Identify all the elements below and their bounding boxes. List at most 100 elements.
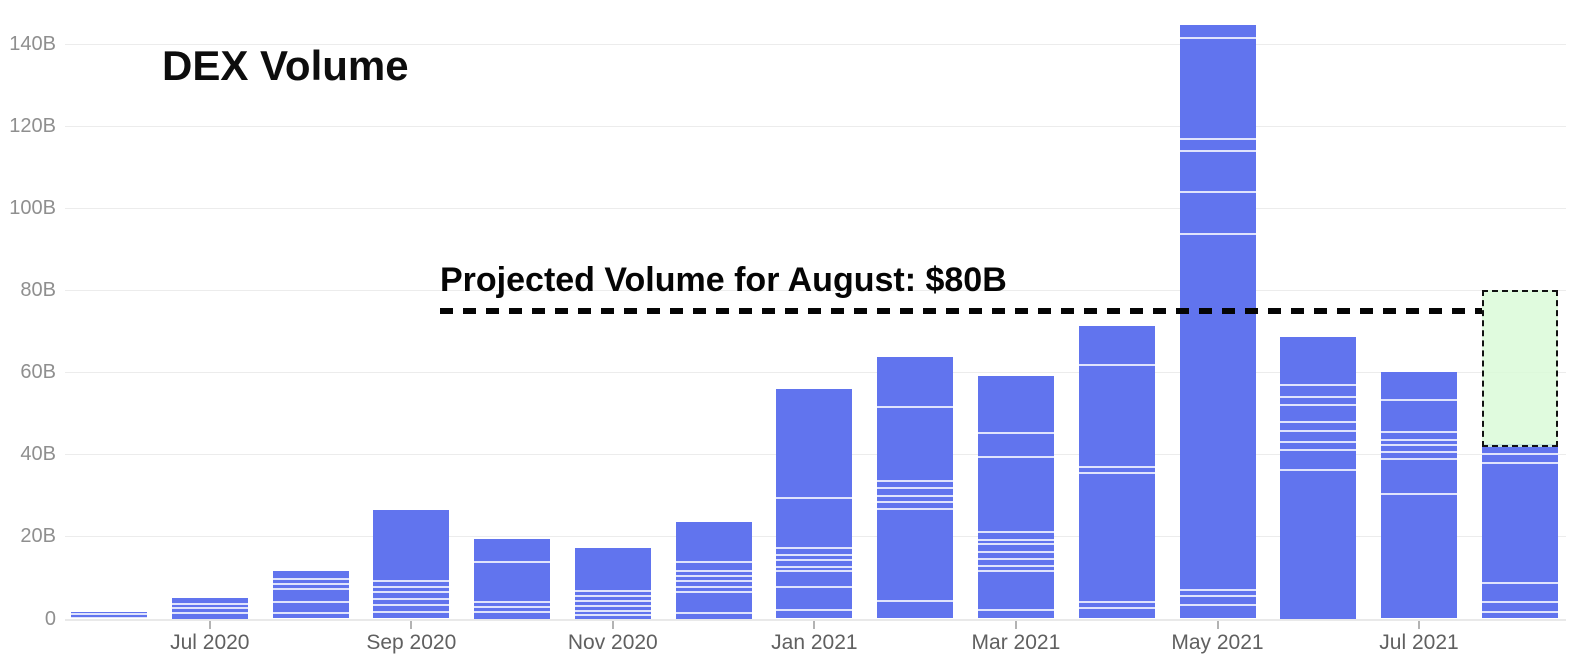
bar-segment-line xyxy=(272,588,349,591)
bar-segment-line xyxy=(977,538,1054,541)
x-tick xyxy=(410,620,413,629)
bar-apr-2021 xyxy=(1078,326,1155,619)
bar-segment-line xyxy=(574,595,651,598)
projected-volume-annotation: Projected Volume for August: $80B xyxy=(440,261,1007,299)
bar-segment-line xyxy=(1381,492,1457,495)
bar-segment-line xyxy=(877,500,954,503)
bar-segment-line xyxy=(574,600,651,603)
bar-jul-2020 xyxy=(171,598,248,619)
y-grid-line xyxy=(65,290,1566,292)
bar-segment-line xyxy=(474,605,551,608)
bar-feb-2021 xyxy=(877,356,954,619)
bar-segment-line xyxy=(776,558,853,561)
bar-segment-line xyxy=(1078,364,1155,367)
bar-segment-line xyxy=(71,613,147,616)
bar-segment-line xyxy=(1481,581,1558,584)
bar-dec-2020 xyxy=(675,522,752,619)
bar-segment-line xyxy=(1179,603,1256,606)
bar-jun-2021 xyxy=(1280,336,1357,619)
x-tick-label: Jul 2021 xyxy=(1379,631,1459,654)
x-tick xyxy=(813,620,816,629)
bar-segment-line xyxy=(1179,137,1256,140)
bar-aug-2020 xyxy=(272,571,349,619)
bar-aug-2021 xyxy=(1481,444,1558,619)
bar-segment-line xyxy=(1179,191,1256,194)
bar-segment-line xyxy=(71,617,147,620)
bar-segment-line xyxy=(776,554,853,557)
x-tick xyxy=(1216,620,1219,629)
bar-segment-line xyxy=(1078,466,1155,469)
bar-segment-line xyxy=(373,610,450,613)
bar-segment-line xyxy=(1381,443,1457,446)
bar-sep-2020 xyxy=(373,509,450,619)
y-grid-line xyxy=(65,125,1566,127)
bar-segment-line xyxy=(675,570,752,573)
bar-jun-2020 xyxy=(71,612,147,620)
bar-segment-line xyxy=(1381,399,1457,402)
bar-segment-line xyxy=(1481,461,1558,464)
bar-jul-2021 xyxy=(1381,372,1457,619)
bar-segment-line xyxy=(877,495,954,498)
bar-segment-line xyxy=(977,570,1054,573)
y-tick-label: 60B xyxy=(20,361,56,384)
x-tick xyxy=(1418,620,1420,629)
bar-segment-line xyxy=(877,600,954,603)
bar-segment-line xyxy=(977,456,1054,459)
x-tick xyxy=(208,620,211,629)
bar-segment-line xyxy=(776,570,853,573)
bar-segment-line xyxy=(1179,232,1256,235)
bar-segment-line xyxy=(776,497,853,500)
bar-segment-line xyxy=(1280,440,1357,443)
bar-segment-line xyxy=(474,610,551,613)
bar-segment-line xyxy=(977,608,1054,611)
bar-segment-line xyxy=(272,600,349,603)
bar-segment-line xyxy=(1280,395,1357,398)
bar-segment-line xyxy=(1280,384,1357,387)
bar-segment-line xyxy=(272,612,349,615)
bar-segment-line xyxy=(373,591,450,594)
bar-segment-line xyxy=(675,560,752,563)
bar-segment-line xyxy=(474,560,551,563)
bar-segment-line xyxy=(574,590,651,593)
bar-segment-line xyxy=(373,597,450,600)
bar-segment-line xyxy=(977,531,1054,534)
bar-segment-line xyxy=(373,580,450,583)
bar-mar-2021 xyxy=(977,376,1054,619)
x-tick-label: Sep 2020 xyxy=(366,631,457,654)
x-tick-label: Jul 2020 xyxy=(170,631,250,654)
bar-segment-line xyxy=(1179,588,1256,591)
y-grid-line xyxy=(65,43,1566,45)
bar-segment-line xyxy=(1280,469,1357,471)
bar-segment-line xyxy=(1280,449,1357,452)
bar-segment-line xyxy=(574,605,651,607)
annotation-dashed-line xyxy=(440,307,1482,314)
bar-segment-line xyxy=(1381,458,1457,461)
bar-segment-line xyxy=(977,543,1054,546)
bar-segment-line xyxy=(675,579,752,582)
bar-segment-line xyxy=(1078,606,1155,609)
bar-segment-line xyxy=(1078,472,1155,475)
projected-volume-box xyxy=(1481,290,1558,447)
bar-segment-line xyxy=(574,610,651,612)
bar-segment-line xyxy=(1078,600,1155,603)
bar-may-2021 xyxy=(1179,25,1256,619)
x-tick-label: Jan 2021 xyxy=(771,631,858,654)
y-tick-label: 20B xyxy=(20,525,56,548)
bar-segment-line xyxy=(675,575,752,578)
bar-segment-line xyxy=(877,508,954,511)
bar-segment-line xyxy=(675,590,752,593)
bar-segment-line xyxy=(1381,438,1457,441)
bar-segment-line xyxy=(776,547,853,550)
bar-segment-line xyxy=(977,431,1054,434)
bar-segment-line xyxy=(272,578,349,581)
bar-segment-line xyxy=(1381,450,1457,453)
bar-segment-line xyxy=(977,557,1054,560)
bar-segment-line xyxy=(272,583,349,586)
bar-segment-line xyxy=(977,565,1054,568)
y-tick-label: 40B xyxy=(20,443,56,466)
x-axis-line xyxy=(65,618,1566,621)
x-tick xyxy=(1014,620,1017,629)
x-tick-label: May 2021 xyxy=(1171,631,1264,654)
bar-segment-line xyxy=(1179,37,1256,40)
